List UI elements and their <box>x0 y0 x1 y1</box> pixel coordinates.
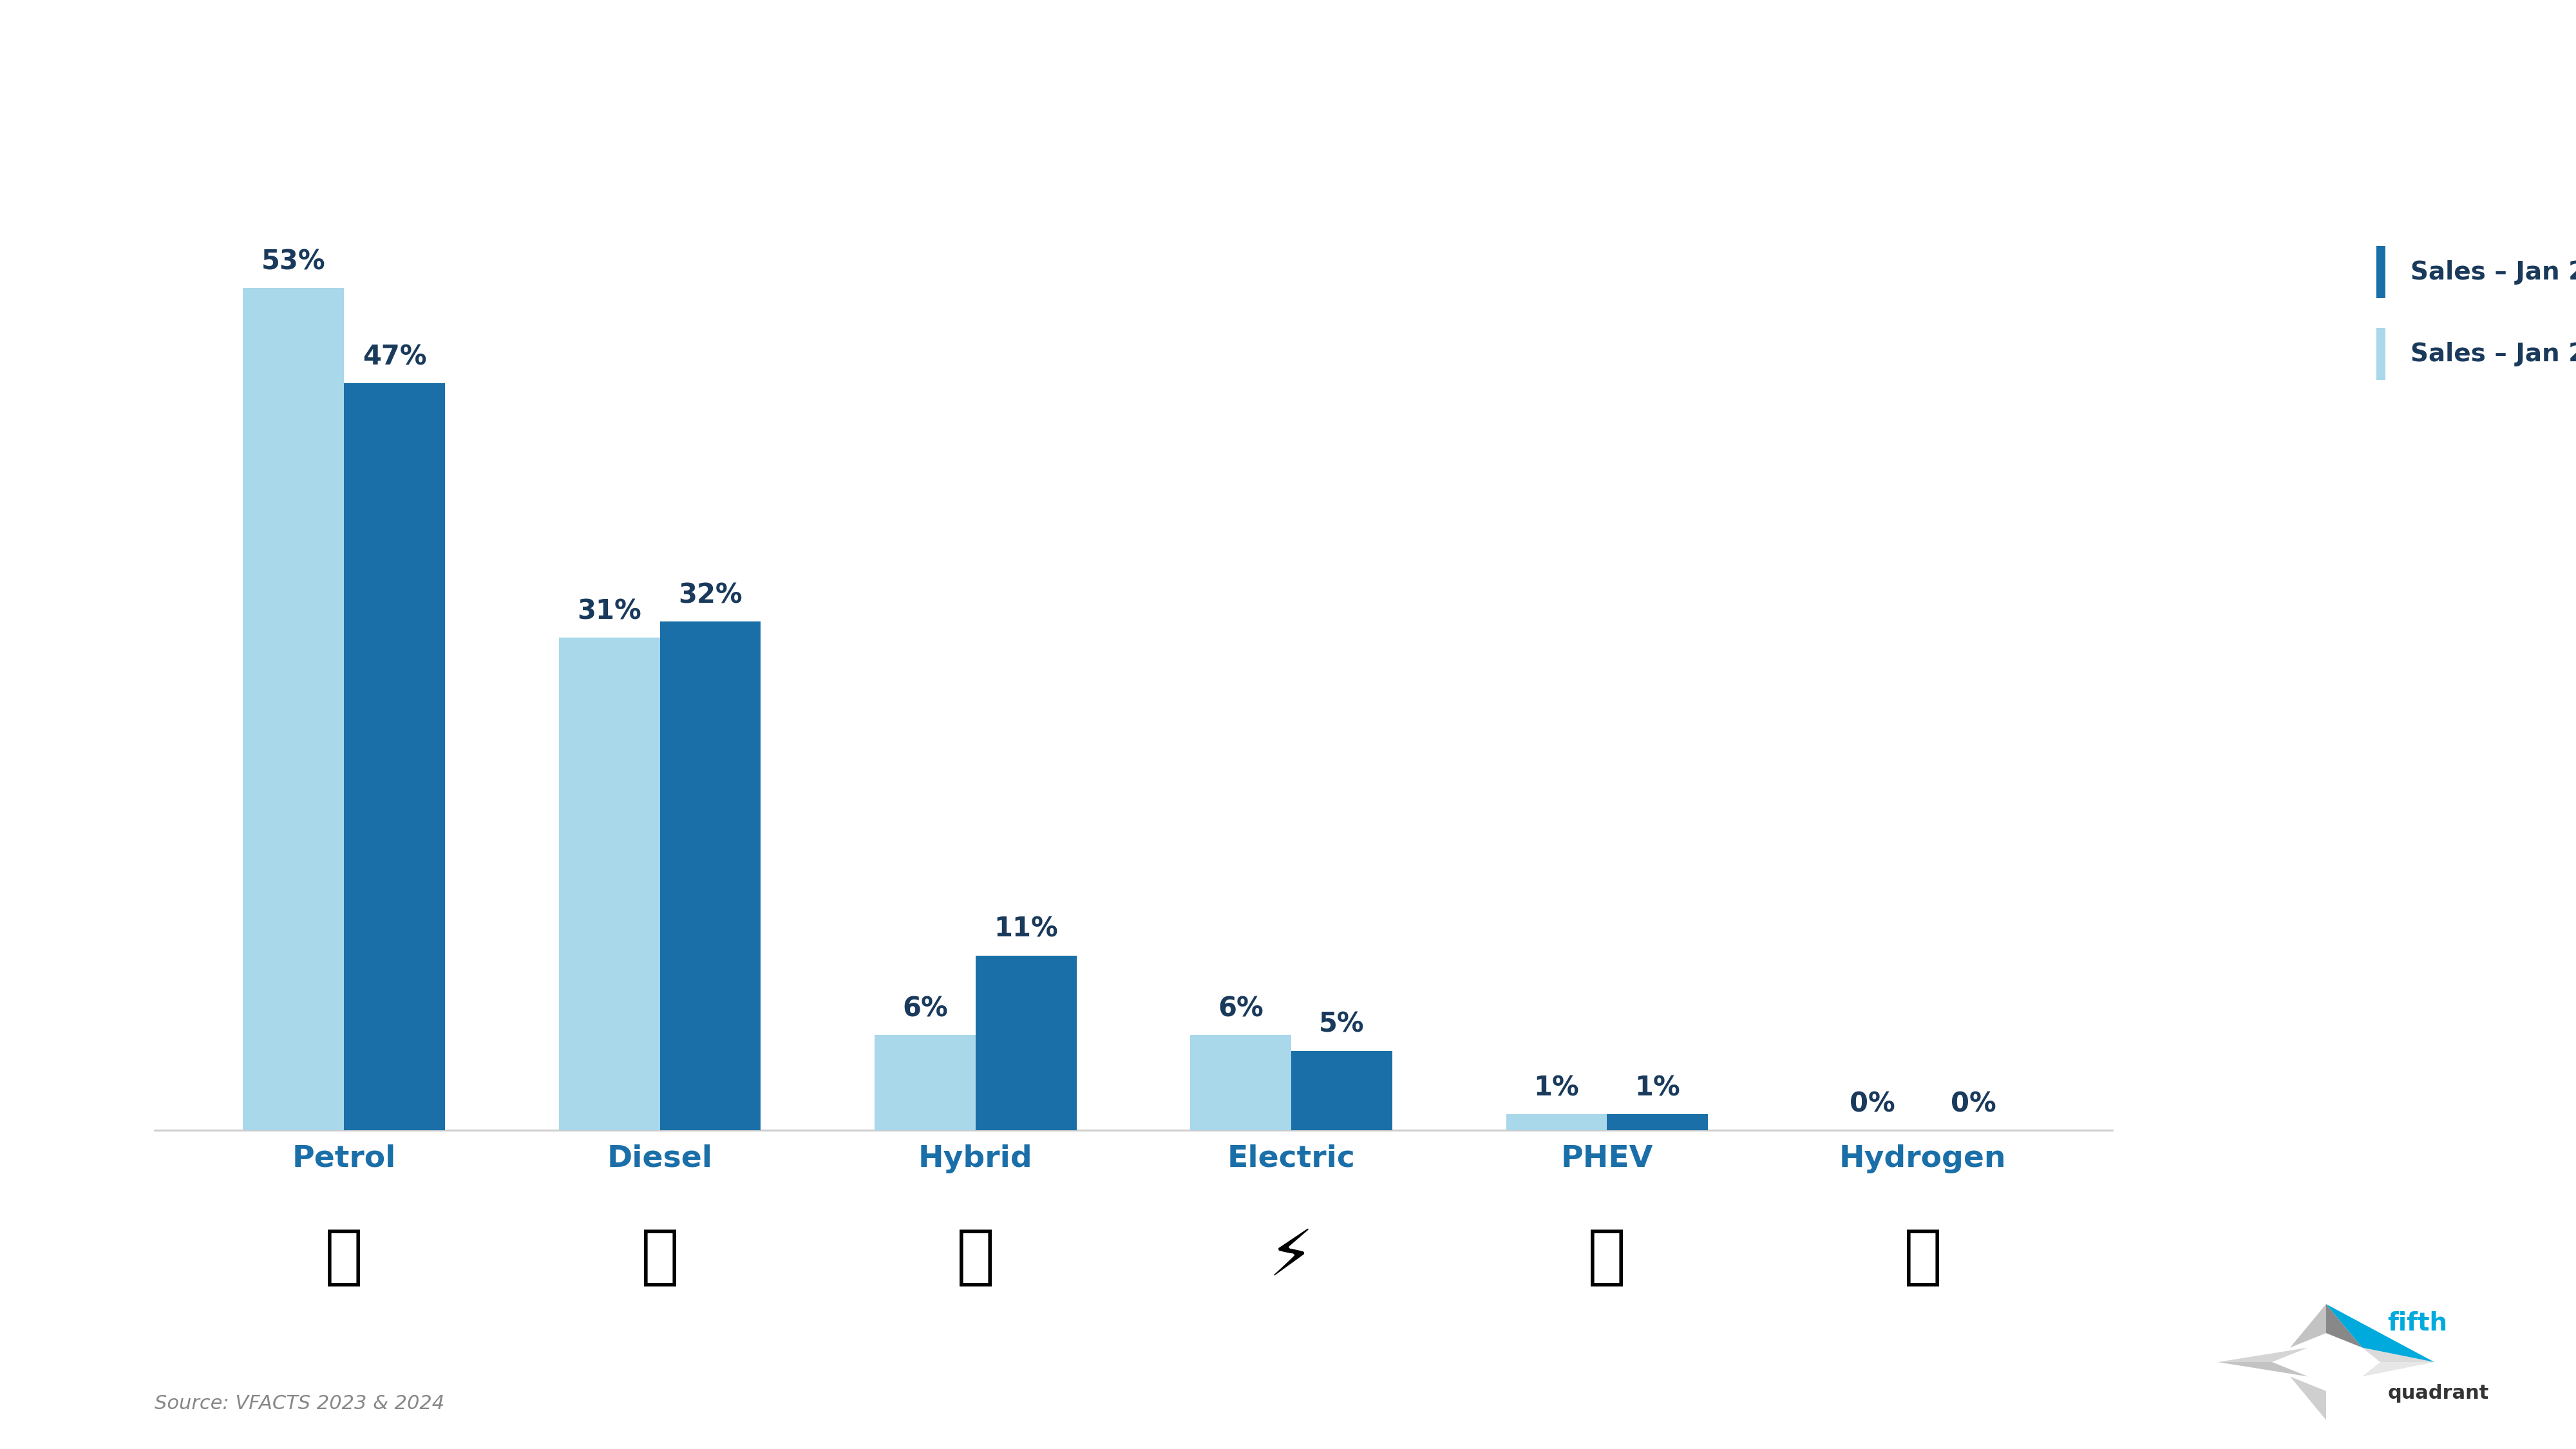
Polygon shape <box>2326 1304 2362 1348</box>
Polygon shape <box>2326 1304 2434 1362</box>
Bar <box>1507 1114 1607 1130</box>
Polygon shape <box>2218 1362 2308 1377</box>
Text: Source: VFACTS 2023 & 2024: Source: VFACTS 2023 & 2024 <box>155 1394 446 1413</box>
Text: quadrant: quadrant <box>2388 1384 2488 1403</box>
Polygon shape <box>2290 1377 2326 1420</box>
Text: 🔌: 🔌 <box>956 1226 994 1290</box>
Text: 6%: 6% <box>1218 995 1265 1022</box>
Text: 31%: 31% <box>577 598 641 625</box>
Polygon shape <box>2218 1348 2308 1362</box>
Text: 1%: 1% <box>1636 1075 1680 1101</box>
Bar <box>873 1035 976 1130</box>
Text: 32%: 32% <box>677 582 742 609</box>
Bar <box>242 288 345 1130</box>
Bar <box>1607 1114 1708 1130</box>
Text: 11%: 11% <box>994 916 1059 943</box>
Text: New Vehicle Sales January 2024 | Fuel Types: New Vehicle Sales January 2024 | Fuel Ty… <box>675 35 1901 84</box>
Text: 0%: 0% <box>1850 1091 1896 1117</box>
Text: 47%: 47% <box>363 343 428 371</box>
Text: 6%: 6% <box>902 995 948 1022</box>
Text: ⛽: ⛽ <box>325 1226 363 1290</box>
Polygon shape <box>2362 1348 2434 1362</box>
Bar <box>976 955 1077 1130</box>
Text: ⚡: ⚡ <box>1270 1226 1314 1290</box>
Bar <box>345 384 446 1130</box>
Polygon shape <box>2290 1304 2326 1348</box>
Text: 0%: 0% <box>1950 1091 1996 1117</box>
Text: 5%: 5% <box>1319 1011 1365 1037</box>
Text: 🚗: 🚗 <box>1587 1226 1625 1290</box>
Text: 💧: 💧 <box>1904 1226 1942 1290</box>
Bar <box>559 638 659 1130</box>
Text: fifth: fifth <box>2388 1311 2447 1336</box>
Text: 53%: 53% <box>260 248 325 275</box>
Text: ⛽: ⛽ <box>641 1226 680 1290</box>
Bar <box>1291 1051 1394 1130</box>
Polygon shape <box>2362 1362 2434 1377</box>
Bar <box>659 622 760 1130</box>
Text: 1%: 1% <box>1533 1075 1579 1101</box>
Bar <box>1190 1035 1291 1130</box>
Legend: Sales – Jan 2024, Sales – Jan 2023: Sales – Jan 2024, Sales – Jan 2023 <box>2367 236 2576 390</box>
